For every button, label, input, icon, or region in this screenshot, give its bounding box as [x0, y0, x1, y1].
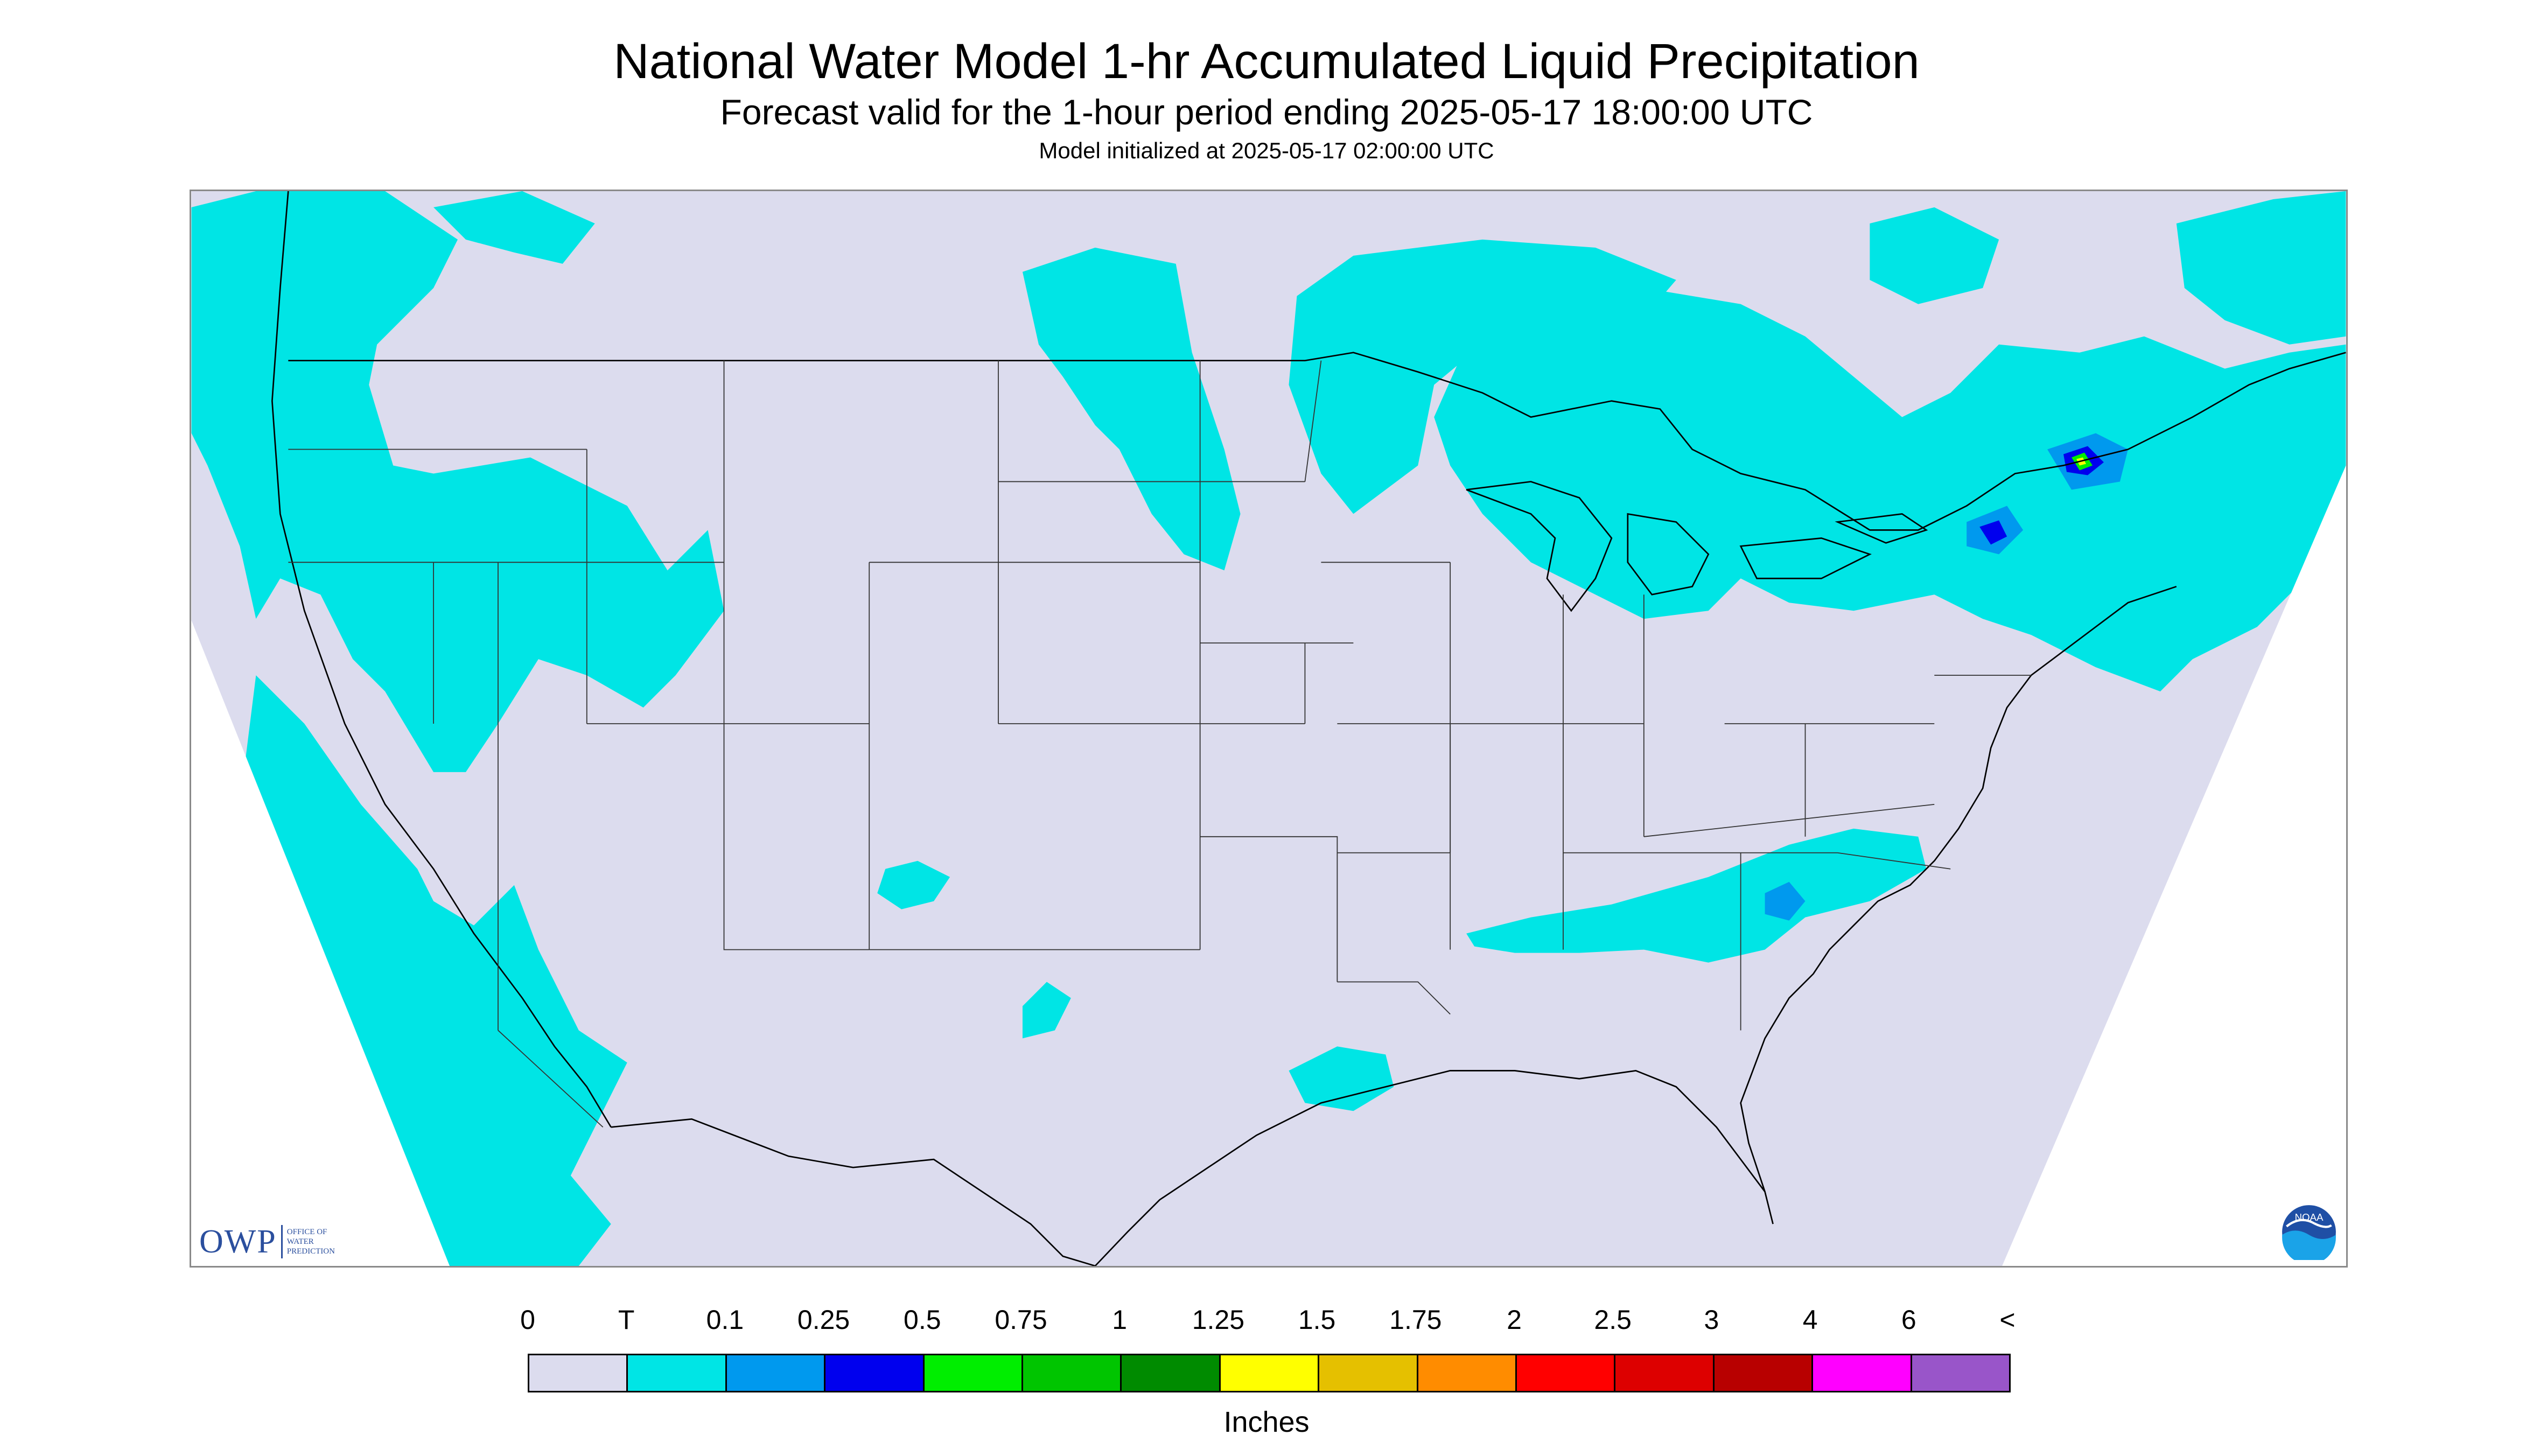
precipitation-map: [190, 190, 2348, 1268]
legend-label: 3: [1704, 1305, 1719, 1335]
legend-labels: 0 T 0.1 0.25 0.5 0.75 1 1.25 1.5 1.75 2 2.5 3 4 6 <: [0, 1304, 2533, 1342]
map-title: National Water Model 1-hr Accumulated Li…: [613, 34, 1920, 89]
legend-label: 2.5: [1594, 1305, 1632, 1335]
precip-canada-north: [1870, 207, 1999, 304]
legend-label: 0: [520, 1305, 535, 1335]
legend-label: 6: [1901, 1305, 1916, 1335]
legend-swatch: [1714, 1355, 1814, 1391]
precip-southeast: [1466, 828, 1927, 963]
precip-ny-core: [1979, 520, 2007, 545]
us-west-coast: [271, 191, 612, 1128]
legend-swatch: [1813, 1355, 1912, 1391]
precip-new-mexico: [877, 860, 950, 909]
precip-great-lakes: [1434, 288, 2346, 692]
owp-logo-line-2: WATER: [286, 1237, 314, 1246]
precipitation-layer: [191, 191, 2346, 1266]
legend-label: 1.25: [1192, 1305, 1245, 1335]
legend-label: 0.75: [995, 1305, 1047, 1335]
precip-pnw-fringe: [433, 191, 595, 264]
legend-swatch: [825, 1355, 925, 1391]
legend-label: 1.75: [1389, 1305, 1442, 1335]
state-lines-central: [869, 360, 1451, 1015]
legend-label: 4: [1802, 1305, 1818, 1335]
legend-label: 0.5: [904, 1305, 941, 1335]
state-lines-east: [1450, 562, 2032, 1031]
legend-label: 0.1: [706, 1305, 744, 1335]
legend-label: 2: [1507, 1305, 1522, 1335]
map-subtitle: Forecast valid for the 1-hour period end…: [720, 92, 1813, 132]
owp-logo: OWP OFFICE OF WATER PREDICTION: [199, 1220, 335, 1263]
noaa-logo-text: NOAA: [2294, 1212, 2324, 1223]
mexico-border: [611, 1118, 1096, 1266]
canada-border: [288, 352, 2346, 531]
owp-logo-text: OFFICE OF WATER PREDICTION: [287, 1227, 335, 1256]
legend-colorbar: [528, 1354, 2011, 1392]
precip-california: [240, 675, 627, 1266]
owp-logo-line-3: PREDICTION: [286, 1247, 335, 1256]
legend-label: 1: [1112, 1305, 1128, 1335]
state-lines-west: [288, 360, 870, 1128]
precip-montana: [1022, 247, 1241, 571]
out-of-domain-left: [191, 620, 450, 1266]
legend-label: T: [618, 1305, 635, 1335]
model-init-line: Model initialized at 2025-05-17 02:00:00…: [1039, 138, 1494, 163]
owp-logo-divider: [281, 1225, 283, 1258]
legend-label: 1.5: [1298, 1305, 1336, 1335]
legend-label: <: [1999, 1305, 2016, 1335]
legend-units: Inches: [1223, 1406, 1310, 1438]
legend-swatch: [726, 1355, 826, 1391]
legend-swatch: [924, 1355, 1024, 1391]
noaa-logo: NOAA: [2282, 1205, 2336, 1260]
legend-swatch: [1517, 1355, 1616, 1391]
owp-logo-line-1: OFFICE OF: [286, 1228, 327, 1236]
precip-carolina-moderate: [1765, 881, 1806, 921]
legend-swatch: [1319, 1355, 1418, 1391]
owp-logo-mark: OWP: [199, 1223, 277, 1260]
legend-swatch: [1418, 1355, 1517, 1391]
gulf-coast: [1094, 585, 2177, 1266]
legend-swatch: [1122, 1355, 1221, 1391]
legend-swatch: [1912, 1355, 2010, 1391]
precip-gulf-coast: [1289, 1046, 1394, 1111]
legend-swatch: [529, 1355, 628, 1391]
map-canvas: [191, 191, 2346, 1266]
great-lakes-outline: [1466, 481, 1928, 612]
legend-swatch: [1615, 1355, 1715, 1391]
precip-west-texas: [1022, 982, 1071, 1039]
legend-swatch: [1023, 1355, 1122, 1391]
legend-swatch: [628, 1355, 727, 1391]
precip-quebec: [2176, 191, 2346, 345]
legend-label: 0.25: [797, 1305, 850, 1335]
legend-swatch: [1220, 1355, 1320, 1391]
precip-pnw: [191, 191, 724, 772]
